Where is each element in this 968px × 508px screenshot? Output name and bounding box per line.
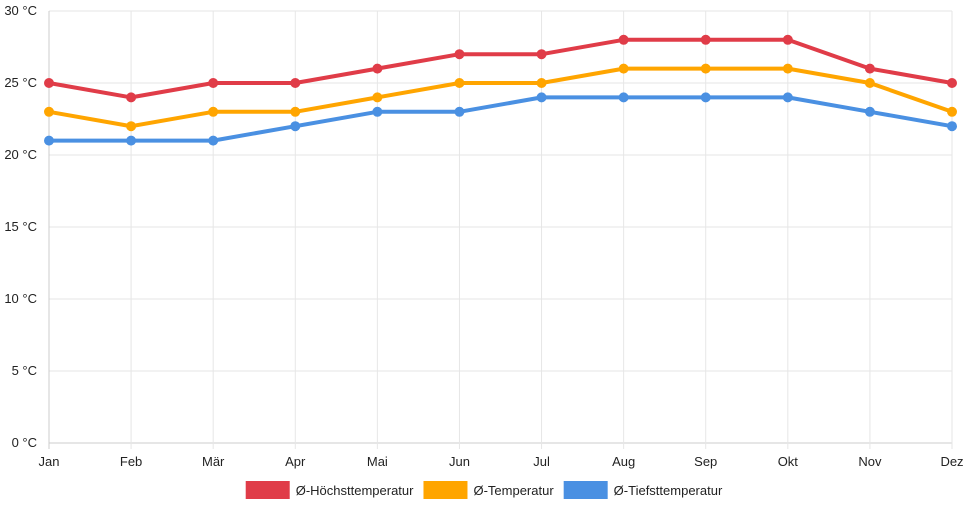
data-point[interactable]: [782, 63, 793, 74]
data-point[interactable]: [372, 106, 383, 117]
data-point[interactable]: [208, 78, 219, 88]
data-point[interactable]: [126, 121, 137, 132]
y-tick-label: 25 °C: [4, 75, 37, 90]
data-point[interactable]: [454, 106, 465, 117]
x-tick-label: Mär: [202, 454, 225, 469]
legend-item[interactable]: Ø-Höchsttemperatur: [245, 481, 414, 499]
x-tick-label: Nov: [858, 454, 882, 469]
data-point[interactable]: [126, 135, 137, 146]
data-point[interactable]: [126, 92, 137, 103]
y-tick-label: 5 °C: [12, 363, 37, 378]
data-point[interactable]: [947, 121, 957, 132]
data-point[interactable]: [947, 78, 957, 88]
data-point[interactable]: [290, 78, 301, 88]
data-point[interactable]: [700, 63, 711, 74]
x-tick-label: Mai: [367, 454, 388, 469]
x-tick-label: Jan: [39, 454, 60, 469]
y-tick-label: 10 °C: [4, 291, 37, 306]
legend-swatch: [563, 481, 608, 499]
legend-swatch: [245, 481, 290, 499]
data-point[interactable]: [536, 92, 547, 103]
data-point[interactable]: [536, 49, 547, 60]
data-point[interactable]: [454, 78, 465, 88]
data-point[interactable]: [782, 92, 793, 103]
series-line: [47, 66, 954, 129]
legend-item[interactable]: Ø-Tiefsttemperatur: [563, 481, 723, 499]
x-tick-label: Sep: [694, 454, 717, 469]
data-point[interactable]: [290, 121, 301, 132]
series-line: [47, 95, 954, 143]
data-point[interactable]: [700, 92, 711, 103]
y-tick-label: 30 °C: [4, 3, 37, 18]
data-point[interactable]: [864, 63, 875, 74]
data-point[interactable]: [44, 78, 54, 88]
x-tick-label: Feb: [120, 454, 142, 469]
data-point[interactable]: [44, 135, 54, 146]
y-tick-label: 15 °C: [4, 219, 37, 234]
x-tick-label: Jun: [449, 454, 470, 469]
data-point[interactable]: [208, 106, 219, 117]
legend-label: Ø-Temperatur: [473, 483, 554, 498]
x-tick-label: Apr: [285, 454, 306, 469]
series-layer: [44, 34, 957, 146]
data-point[interactable]: [782, 34, 793, 45]
series-1: [44, 63, 957, 132]
x-tick-label: Jul: [533, 454, 550, 469]
x-tick-label: Dez: [940, 454, 963, 469]
legend-label: Ø-Tiefsttemperatur: [614, 483, 723, 498]
legend-label: Ø-Höchsttemperatur: [296, 483, 414, 498]
series-line: [47, 37, 954, 100]
data-point[interactable]: [947, 106, 957, 117]
data-point[interactable]: [290, 106, 301, 117]
x-tick-label: Aug: [612, 454, 635, 469]
x-tick-label: Okt: [778, 454, 799, 469]
data-point[interactable]: [536, 78, 547, 88]
series-0: [44, 34, 957, 103]
grid: [48, 10, 953, 449]
data-point[interactable]: [700, 34, 711, 45]
data-point[interactable]: [864, 78, 875, 88]
data-point[interactable]: [864, 106, 875, 117]
legend: Ø-Höchsttemperatur Ø-Temperatur Ø-Tiefstte…: [245, 481, 723, 499]
data-point[interactable]: [208, 135, 219, 146]
data-point[interactable]: [618, 34, 629, 45]
y-tick-label: 0 °C: [12, 435, 37, 450]
data-point[interactable]: [372, 92, 383, 103]
data-point[interactable]: [618, 92, 629, 103]
legend-item[interactable]: Ø-Temperatur: [423, 481, 554, 499]
data-point[interactable]: [618, 63, 629, 74]
y-tick-label: 20 °C: [4, 147, 37, 162]
data-point[interactable]: [44, 106, 54, 117]
data-point[interactable]: [454, 49, 465, 60]
data-point[interactable]: [372, 63, 383, 74]
series-2: [44, 92, 957, 146]
axes: 0 °C 5 °C 10 °C 15 °C 20 °C 25 °C 30 °C Jan Feb M…: [4, 3, 963, 469]
legend-swatch: [423, 481, 468, 499]
